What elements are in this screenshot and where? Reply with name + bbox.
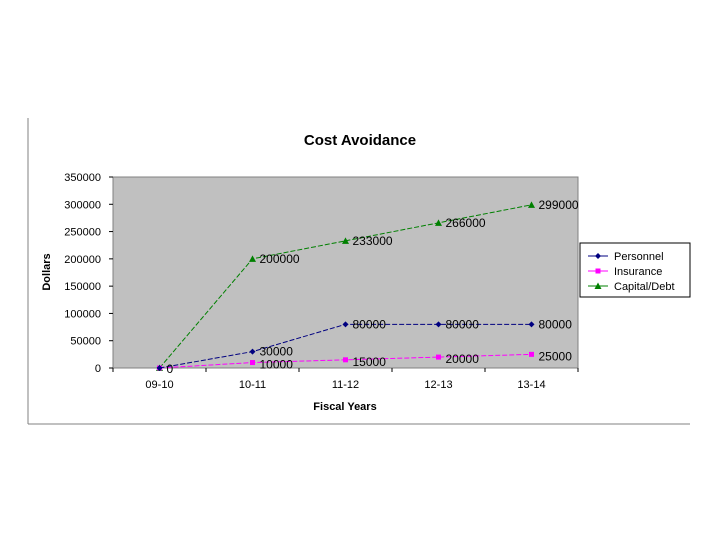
x-tick-label: 11-12	[332, 379, 359, 391]
data-label: 80000	[539, 317, 573, 331]
data-point	[529, 351, 534, 357]
data-label: 80000	[446, 317, 480, 331]
y-axis-title: Dollars	[41, 253, 53, 290]
data-label: 200000	[260, 252, 300, 266]
y-axis: 0 50000 100000 150000 200000 250000 300000 3500…	[64, 172, 113, 375]
data-point	[435, 219, 442, 226]
y-tick-label: 350000	[64, 172, 101, 184]
legend-label: Capital/Debt	[614, 281, 675, 293]
data-label: 25000	[539, 349, 573, 363]
plot-area	[112, 176, 579, 369]
x-tick-label: 09-10	[145, 379, 173, 391]
data-label: 20000	[446, 352, 480, 366]
legend-label: Personnel	[614, 251, 664, 263]
data-label-layer: 0 30000 80000 80000 80000 10000 15000 20000 2500…	[167, 198, 579, 376]
data-label: 30000	[260, 345, 294, 359]
data-point	[249, 348, 256, 355]
data-label: 233000	[353, 234, 393, 248]
data-point	[528, 201, 535, 208]
data-label: 299000	[539, 198, 579, 212]
data-point	[342, 237, 349, 244]
series-layer	[156, 201, 535, 371]
data-label: 15000	[353, 355, 387, 369]
y-tick-label: 250000	[64, 227, 101, 239]
data-label: 80000	[353, 317, 387, 331]
y-tick-label: 200000	[64, 254, 101, 266]
data-point	[156, 365, 163, 371]
chart-title: Cost Avoidance	[304, 132, 416, 149]
data-point	[435, 321, 442, 328]
legend-marker	[594, 282, 602, 289]
data-label: 266000	[446, 216, 486, 230]
y-tick-label: 0	[95, 363, 101, 375]
data-point	[436, 354, 441, 360]
data-point	[528, 321, 535, 328]
data-point	[343, 357, 348, 363]
x-axis: 09-10 10-11 11-12 12-13 13-14	[112, 368, 579, 391]
y-tick-label: 50000	[70, 336, 101, 348]
x-tick-label: 13-14	[517, 379, 545, 391]
legend-marker	[595, 253, 601, 259]
legend-label: Insurance	[614, 266, 662, 278]
y-tick-label: 150000	[64, 281, 101, 293]
data-point	[250, 360, 255, 366]
y-tick-label: 100000	[64, 308, 101, 320]
data-label: 0	[167, 362, 174, 376]
data-point	[342, 321, 349, 328]
x-axis-title: Fiscal Years	[313, 401, 376, 413]
data-point	[249, 255, 256, 262]
x-tick-label: 12-13	[424, 379, 452, 391]
legend-marker	[595, 268, 601, 274]
x-tick-label: 10-11	[239, 379, 266, 391]
legend: Personnel Insurance Capital/Debt	[579, 242, 691, 298]
data-label: 10000	[260, 358, 294, 372]
y-tick-label: 300000	[64, 199, 101, 211]
